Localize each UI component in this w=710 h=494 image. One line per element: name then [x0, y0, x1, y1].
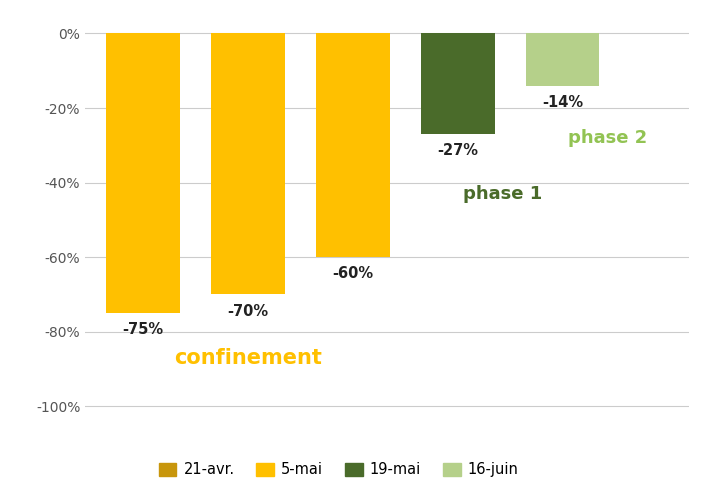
Legend: 21-avr., 5-mai, 19-mai, 16-juin: 21-avr., 5-mai, 19-mai, 16-juin — [153, 456, 525, 483]
Text: -70%: -70% — [227, 304, 268, 319]
Text: phase 1: phase 1 — [463, 185, 542, 203]
Bar — [106, 34, 180, 313]
Bar — [526, 34, 599, 85]
Text: -60%: -60% — [332, 266, 373, 282]
Bar — [316, 34, 390, 257]
Text: phase 2: phase 2 — [568, 129, 648, 147]
Bar — [421, 34, 495, 134]
Bar — [211, 34, 285, 294]
Text: -27%: -27% — [437, 143, 479, 159]
Text: -14%: -14% — [542, 95, 584, 110]
Text: confinement: confinement — [174, 348, 322, 368]
Text: -75%: -75% — [122, 323, 163, 337]
